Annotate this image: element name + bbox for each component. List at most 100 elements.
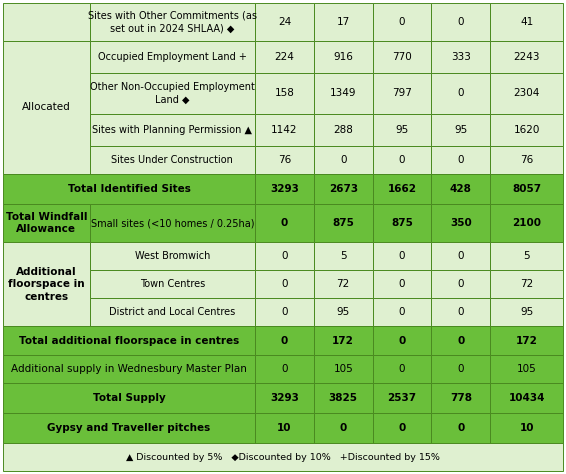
Text: 76: 76 xyxy=(278,155,291,164)
Bar xyxy=(255,327,314,355)
Bar xyxy=(490,242,563,270)
Text: 778: 778 xyxy=(450,393,472,403)
Bar xyxy=(372,383,431,413)
Bar xyxy=(372,73,431,113)
Text: 0: 0 xyxy=(399,251,405,261)
Bar xyxy=(431,73,490,113)
Bar xyxy=(431,327,490,355)
Text: 24: 24 xyxy=(278,17,291,27)
Bar xyxy=(490,383,563,413)
Text: 2537: 2537 xyxy=(388,393,417,403)
Bar xyxy=(90,242,255,270)
Bar xyxy=(490,3,563,41)
Text: 0: 0 xyxy=(340,423,347,433)
Bar xyxy=(372,355,431,383)
Bar xyxy=(490,413,563,443)
Text: 2673: 2673 xyxy=(329,184,358,194)
Bar xyxy=(490,73,563,113)
Bar xyxy=(3,242,90,327)
Bar xyxy=(255,113,314,146)
Bar xyxy=(314,242,372,270)
Bar xyxy=(372,270,431,298)
Text: 2100: 2100 xyxy=(512,218,541,228)
Bar xyxy=(90,204,255,242)
Text: West Bromwich: West Bromwich xyxy=(135,251,210,261)
Text: Occupied Employment Land +: Occupied Employment Land + xyxy=(98,52,247,62)
Text: 72: 72 xyxy=(337,279,350,289)
Text: Town Centres: Town Centres xyxy=(140,279,205,289)
Bar xyxy=(372,327,431,355)
Bar xyxy=(314,270,372,298)
Text: 5: 5 xyxy=(340,251,346,261)
Text: 0: 0 xyxy=(457,155,464,164)
Bar xyxy=(314,146,372,174)
Bar xyxy=(3,443,563,471)
Bar xyxy=(372,174,431,204)
Text: 428: 428 xyxy=(450,184,471,194)
Text: 770: 770 xyxy=(392,52,412,62)
Bar xyxy=(490,174,563,204)
Text: 224: 224 xyxy=(275,52,294,62)
Text: District and Local Centres: District and Local Centres xyxy=(109,308,235,318)
Text: 0: 0 xyxy=(281,251,288,261)
Bar xyxy=(314,413,372,443)
Text: 0: 0 xyxy=(399,17,405,27)
Bar xyxy=(255,413,314,443)
Bar xyxy=(255,270,314,298)
Bar xyxy=(3,327,255,355)
Bar xyxy=(372,298,431,327)
Text: 0: 0 xyxy=(399,155,405,164)
Bar xyxy=(431,146,490,174)
Bar xyxy=(431,270,490,298)
Text: 105: 105 xyxy=(517,364,537,374)
Text: 875: 875 xyxy=(391,218,413,228)
Bar xyxy=(314,113,372,146)
Bar xyxy=(90,113,255,146)
Text: Gypsy and Traveller pitches: Gypsy and Traveller pitches xyxy=(48,423,211,433)
Text: 3293: 3293 xyxy=(270,184,299,194)
Text: 1620: 1620 xyxy=(513,125,540,135)
Text: 288: 288 xyxy=(333,125,353,135)
Text: 1142: 1142 xyxy=(271,125,298,135)
Bar xyxy=(314,327,372,355)
Text: 0: 0 xyxy=(399,364,405,374)
Bar xyxy=(314,174,372,204)
Bar xyxy=(490,41,563,73)
Bar xyxy=(372,3,431,41)
Text: 0: 0 xyxy=(457,279,464,289)
Text: 1662: 1662 xyxy=(388,184,417,194)
Text: 0: 0 xyxy=(281,308,288,318)
Text: 10: 10 xyxy=(520,423,534,433)
Bar xyxy=(314,73,372,113)
Text: 350: 350 xyxy=(450,218,471,228)
Text: 95: 95 xyxy=(520,308,533,318)
Bar xyxy=(431,298,490,327)
Bar xyxy=(90,41,255,73)
Text: 8057: 8057 xyxy=(512,184,541,194)
Text: Additional
floorspace in
centres: Additional floorspace in centres xyxy=(8,267,85,301)
Text: 17: 17 xyxy=(337,17,350,27)
Text: 0: 0 xyxy=(457,308,464,318)
Bar xyxy=(314,41,372,73)
Text: 76: 76 xyxy=(520,155,533,164)
Text: 105: 105 xyxy=(333,364,353,374)
Bar xyxy=(372,204,431,242)
Bar xyxy=(90,3,255,41)
Text: 0: 0 xyxy=(457,17,464,27)
Bar xyxy=(3,355,255,383)
Bar xyxy=(490,113,563,146)
Bar xyxy=(314,355,372,383)
Bar xyxy=(490,327,563,355)
Bar xyxy=(490,355,563,383)
Text: 0: 0 xyxy=(398,336,406,346)
Text: 95: 95 xyxy=(454,125,468,135)
Bar xyxy=(431,41,490,73)
Bar xyxy=(431,242,490,270)
Bar xyxy=(372,41,431,73)
Text: 0: 0 xyxy=(457,423,465,433)
Text: 0: 0 xyxy=(281,364,288,374)
Bar xyxy=(3,383,255,413)
Text: 2304: 2304 xyxy=(513,89,540,99)
Bar xyxy=(314,3,372,41)
Bar xyxy=(255,204,314,242)
